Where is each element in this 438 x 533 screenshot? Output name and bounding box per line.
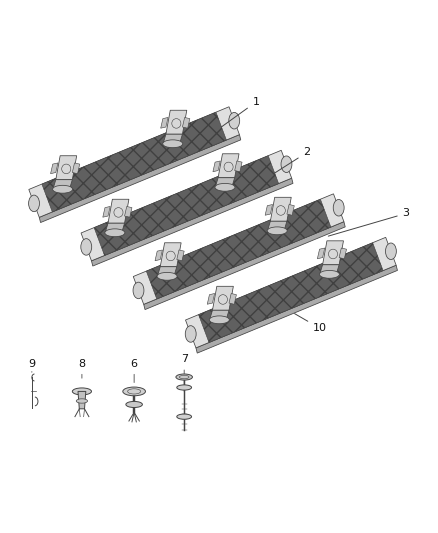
Text: 7: 7 bbox=[180, 354, 188, 391]
Ellipse shape bbox=[281, 156, 292, 173]
Polygon shape bbox=[212, 286, 233, 310]
Ellipse shape bbox=[81, 239, 92, 255]
Polygon shape bbox=[72, 163, 80, 174]
Polygon shape bbox=[81, 150, 292, 261]
Polygon shape bbox=[160, 243, 181, 266]
Polygon shape bbox=[105, 223, 124, 233]
Polygon shape bbox=[322, 241, 343, 265]
Ellipse shape bbox=[229, 112, 240, 129]
Polygon shape bbox=[196, 265, 397, 353]
Ellipse shape bbox=[333, 199, 344, 216]
Polygon shape bbox=[177, 250, 184, 261]
Polygon shape bbox=[94, 156, 279, 255]
Polygon shape bbox=[50, 163, 58, 174]
Ellipse shape bbox=[123, 387, 145, 396]
Text: 3: 3 bbox=[328, 208, 410, 236]
Polygon shape bbox=[29, 107, 240, 217]
Text: 1: 1 bbox=[208, 97, 259, 136]
Polygon shape bbox=[146, 199, 331, 299]
Polygon shape bbox=[108, 199, 129, 223]
Ellipse shape bbox=[267, 227, 287, 235]
Polygon shape bbox=[39, 135, 241, 223]
Polygon shape bbox=[198, 243, 383, 342]
Polygon shape bbox=[42, 112, 226, 212]
Polygon shape bbox=[318, 248, 325, 259]
Polygon shape bbox=[92, 178, 293, 266]
Ellipse shape bbox=[126, 401, 142, 408]
Ellipse shape bbox=[177, 385, 191, 390]
Polygon shape bbox=[265, 205, 272, 215]
Polygon shape bbox=[185, 237, 396, 348]
Ellipse shape bbox=[385, 243, 396, 260]
Ellipse shape bbox=[133, 282, 144, 298]
Text: 9: 9 bbox=[28, 359, 35, 372]
Ellipse shape bbox=[176, 374, 192, 380]
Polygon shape bbox=[124, 206, 132, 217]
Polygon shape bbox=[268, 221, 287, 231]
Polygon shape bbox=[270, 197, 291, 221]
Polygon shape bbox=[161, 117, 168, 128]
Polygon shape bbox=[53, 180, 72, 189]
Polygon shape bbox=[163, 134, 183, 144]
Ellipse shape bbox=[105, 229, 125, 237]
Polygon shape bbox=[166, 110, 187, 134]
Polygon shape bbox=[144, 222, 345, 310]
Ellipse shape bbox=[28, 195, 39, 212]
Text: 10: 10 bbox=[294, 313, 327, 333]
Ellipse shape bbox=[72, 388, 92, 395]
Ellipse shape bbox=[209, 316, 230, 324]
Text: 8: 8 bbox=[78, 359, 85, 378]
Polygon shape bbox=[157, 266, 177, 276]
Polygon shape bbox=[103, 206, 110, 217]
Polygon shape bbox=[215, 177, 235, 187]
Polygon shape bbox=[287, 205, 294, 215]
Text: 2: 2 bbox=[265, 148, 311, 179]
Text: 6: 6 bbox=[131, 359, 138, 383]
Ellipse shape bbox=[157, 272, 177, 280]
Ellipse shape bbox=[177, 414, 191, 419]
Ellipse shape bbox=[53, 185, 73, 193]
Polygon shape bbox=[183, 117, 190, 128]
Polygon shape bbox=[207, 294, 215, 304]
Ellipse shape bbox=[76, 399, 88, 403]
Polygon shape bbox=[320, 265, 339, 274]
Polygon shape bbox=[235, 161, 242, 172]
Ellipse shape bbox=[319, 270, 339, 278]
Polygon shape bbox=[155, 250, 162, 261]
Polygon shape bbox=[56, 156, 77, 180]
Polygon shape bbox=[213, 161, 220, 172]
Ellipse shape bbox=[185, 326, 196, 342]
Ellipse shape bbox=[215, 183, 235, 191]
Polygon shape bbox=[78, 391, 86, 409]
Polygon shape bbox=[218, 154, 239, 177]
Polygon shape bbox=[229, 294, 237, 304]
Polygon shape bbox=[339, 248, 346, 259]
Polygon shape bbox=[133, 194, 344, 304]
Ellipse shape bbox=[163, 140, 183, 148]
Polygon shape bbox=[210, 310, 229, 320]
